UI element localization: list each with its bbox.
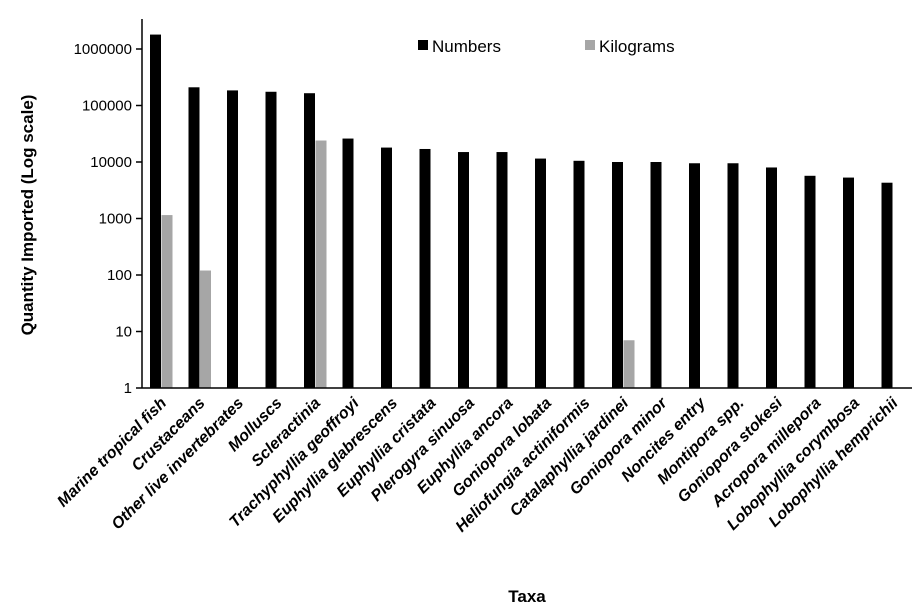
bar-kilograms-4 (315, 140, 327, 388)
bar-numbers-9 (496, 152, 508, 388)
y-tick-label: 100000 (82, 98, 132, 115)
bar-numbers-3 (265, 91, 277, 389)
legend-label-numbers: Numbers (432, 37, 501, 56)
bar-numbers-5 (342, 138, 354, 388)
bar-numbers-10 (535, 158, 546, 388)
bar-numbers-0 (150, 34, 161, 389)
bar-numbers-11 (573, 160, 585, 388)
bar-numbers-12 (612, 162, 623, 388)
bar-kilograms-0 (161, 215, 173, 388)
legend-label-kilograms: Kilograms (599, 37, 675, 56)
y-tick-label: 1000 (99, 211, 132, 228)
bar-numbers-1 (188, 87, 200, 388)
y-tick-label: 1000000 (74, 41, 132, 58)
bar-numbers-14 (689, 163, 700, 388)
bar-numbers-15 (727, 163, 739, 388)
bar-numbers-6 (381, 147, 392, 388)
y-axis-ticks: 1 10 100 1000 10000 100000 1000000 (74, 41, 142, 397)
bar-numbers-17 (804, 175, 816, 388)
bars (150, 34, 893, 389)
y-axis-title: Quantity Imported (Log scale) (18, 95, 37, 336)
y-tick-label: 100 (107, 267, 132, 284)
bar-numbers-2 (227, 90, 238, 389)
y-tick-label: 1 (124, 380, 132, 397)
bar-numbers-4 (304, 93, 315, 388)
x-axis-title: Taxa (508, 587, 546, 606)
bar-kilograms-1 (200, 270, 211, 388)
bar-numbers-19 (881, 182, 893, 388)
bar-kilograms-12 (623, 340, 635, 388)
legend: Numbers Kilograms (418, 37, 675, 56)
legend-swatch-numbers (418, 40, 428, 50)
bar-numbers-18 (843, 177, 854, 388)
bar-numbers-7 (419, 148, 431, 388)
bar-numbers-16 (766, 167, 777, 388)
bar-numbers-13 (650, 162, 662, 388)
y-tick-label: 10000 (90, 154, 132, 171)
bar-numbers-8 (458, 152, 469, 388)
y-tick-label: 10 (115, 324, 132, 341)
legend-swatch-kilograms (585, 40, 595, 50)
